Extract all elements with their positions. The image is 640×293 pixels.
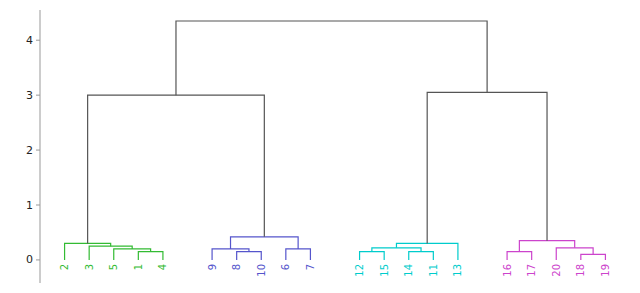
y-tick bbox=[36, 95, 40, 96]
leaf-labels: 2351498106712151411131617201819 bbox=[59, 264, 611, 277]
leaf-label: 2 bbox=[59, 264, 70, 270]
leaf-label: 9 bbox=[207, 264, 218, 270]
y-axis: 0 1 2 3 4 bbox=[26, 10, 40, 283]
merge-link bbox=[409, 252, 434, 260]
y-tick-label: 0 bbox=[26, 253, 33, 266]
merge-link bbox=[372, 248, 421, 252]
leaf-label: 15 bbox=[379, 264, 390, 277]
merge-link bbox=[89, 246, 132, 260]
merge-link bbox=[286, 249, 311, 260]
leaf-label: 12 bbox=[354, 264, 365, 277]
merge-link bbox=[231, 237, 299, 249]
merge-link bbox=[396, 243, 457, 259]
leaf-label: 4 bbox=[157, 264, 168, 270]
leaf-label: 14 bbox=[403, 264, 414, 277]
leaf-label: 8 bbox=[231, 264, 242, 270]
leaf-label: 18 bbox=[575, 264, 586, 277]
leaf-label: 13 bbox=[452, 264, 463, 277]
leaf-label: 16 bbox=[502, 264, 513, 277]
leaf-label: 1 bbox=[133, 264, 144, 270]
merge-link bbox=[212, 249, 249, 260]
leaf-label: 11 bbox=[428, 264, 439, 277]
leaf-label: 3 bbox=[84, 264, 95, 270]
merge-link bbox=[237, 252, 262, 260]
merge-link bbox=[519, 241, 574, 252]
merge-link bbox=[88, 95, 265, 243]
merge-link bbox=[176, 21, 487, 95]
leaf-label: 5 bbox=[108, 264, 119, 270]
leaf-label: 17 bbox=[526, 264, 537, 277]
leaf-label: 19 bbox=[600, 264, 611, 277]
merge-link bbox=[507, 252, 532, 260]
merge-link bbox=[556, 248, 593, 260]
merge-link bbox=[65, 243, 111, 259]
y-tick-label: 4 bbox=[26, 34, 33, 47]
y-tick bbox=[36, 259, 40, 260]
y-tick bbox=[36, 205, 40, 206]
merge-link bbox=[138, 252, 163, 260]
y-tick bbox=[36, 40, 40, 41]
leaf-label: 20 bbox=[551, 264, 562, 277]
y-tick-label: 3 bbox=[26, 89, 33, 102]
leaf-label: 7 bbox=[305, 264, 316, 270]
y-tick-label: 2 bbox=[26, 144, 33, 157]
leaf-label: 6 bbox=[280, 264, 291, 270]
y-axis-line bbox=[40, 10, 41, 283]
plot-area bbox=[65, 21, 606, 260]
y-tick bbox=[36, 150, 40, 151]
leaf-label: 10 bbox=[256, 264, 267, 277]
y-tick-label: 1 bbox=[26, 199, 33, 212]
merge-link bbox=[360, 252, 385, 260]
merge-link bbox=[427, 92, 547, 243]
chart: 012342351498106712151411131617201819 bbox=[0, 0, 640, 293]
merge-link bbox=[581, 254, 606, 259]
merge-link bbox=[114, 249, 151, 260]
